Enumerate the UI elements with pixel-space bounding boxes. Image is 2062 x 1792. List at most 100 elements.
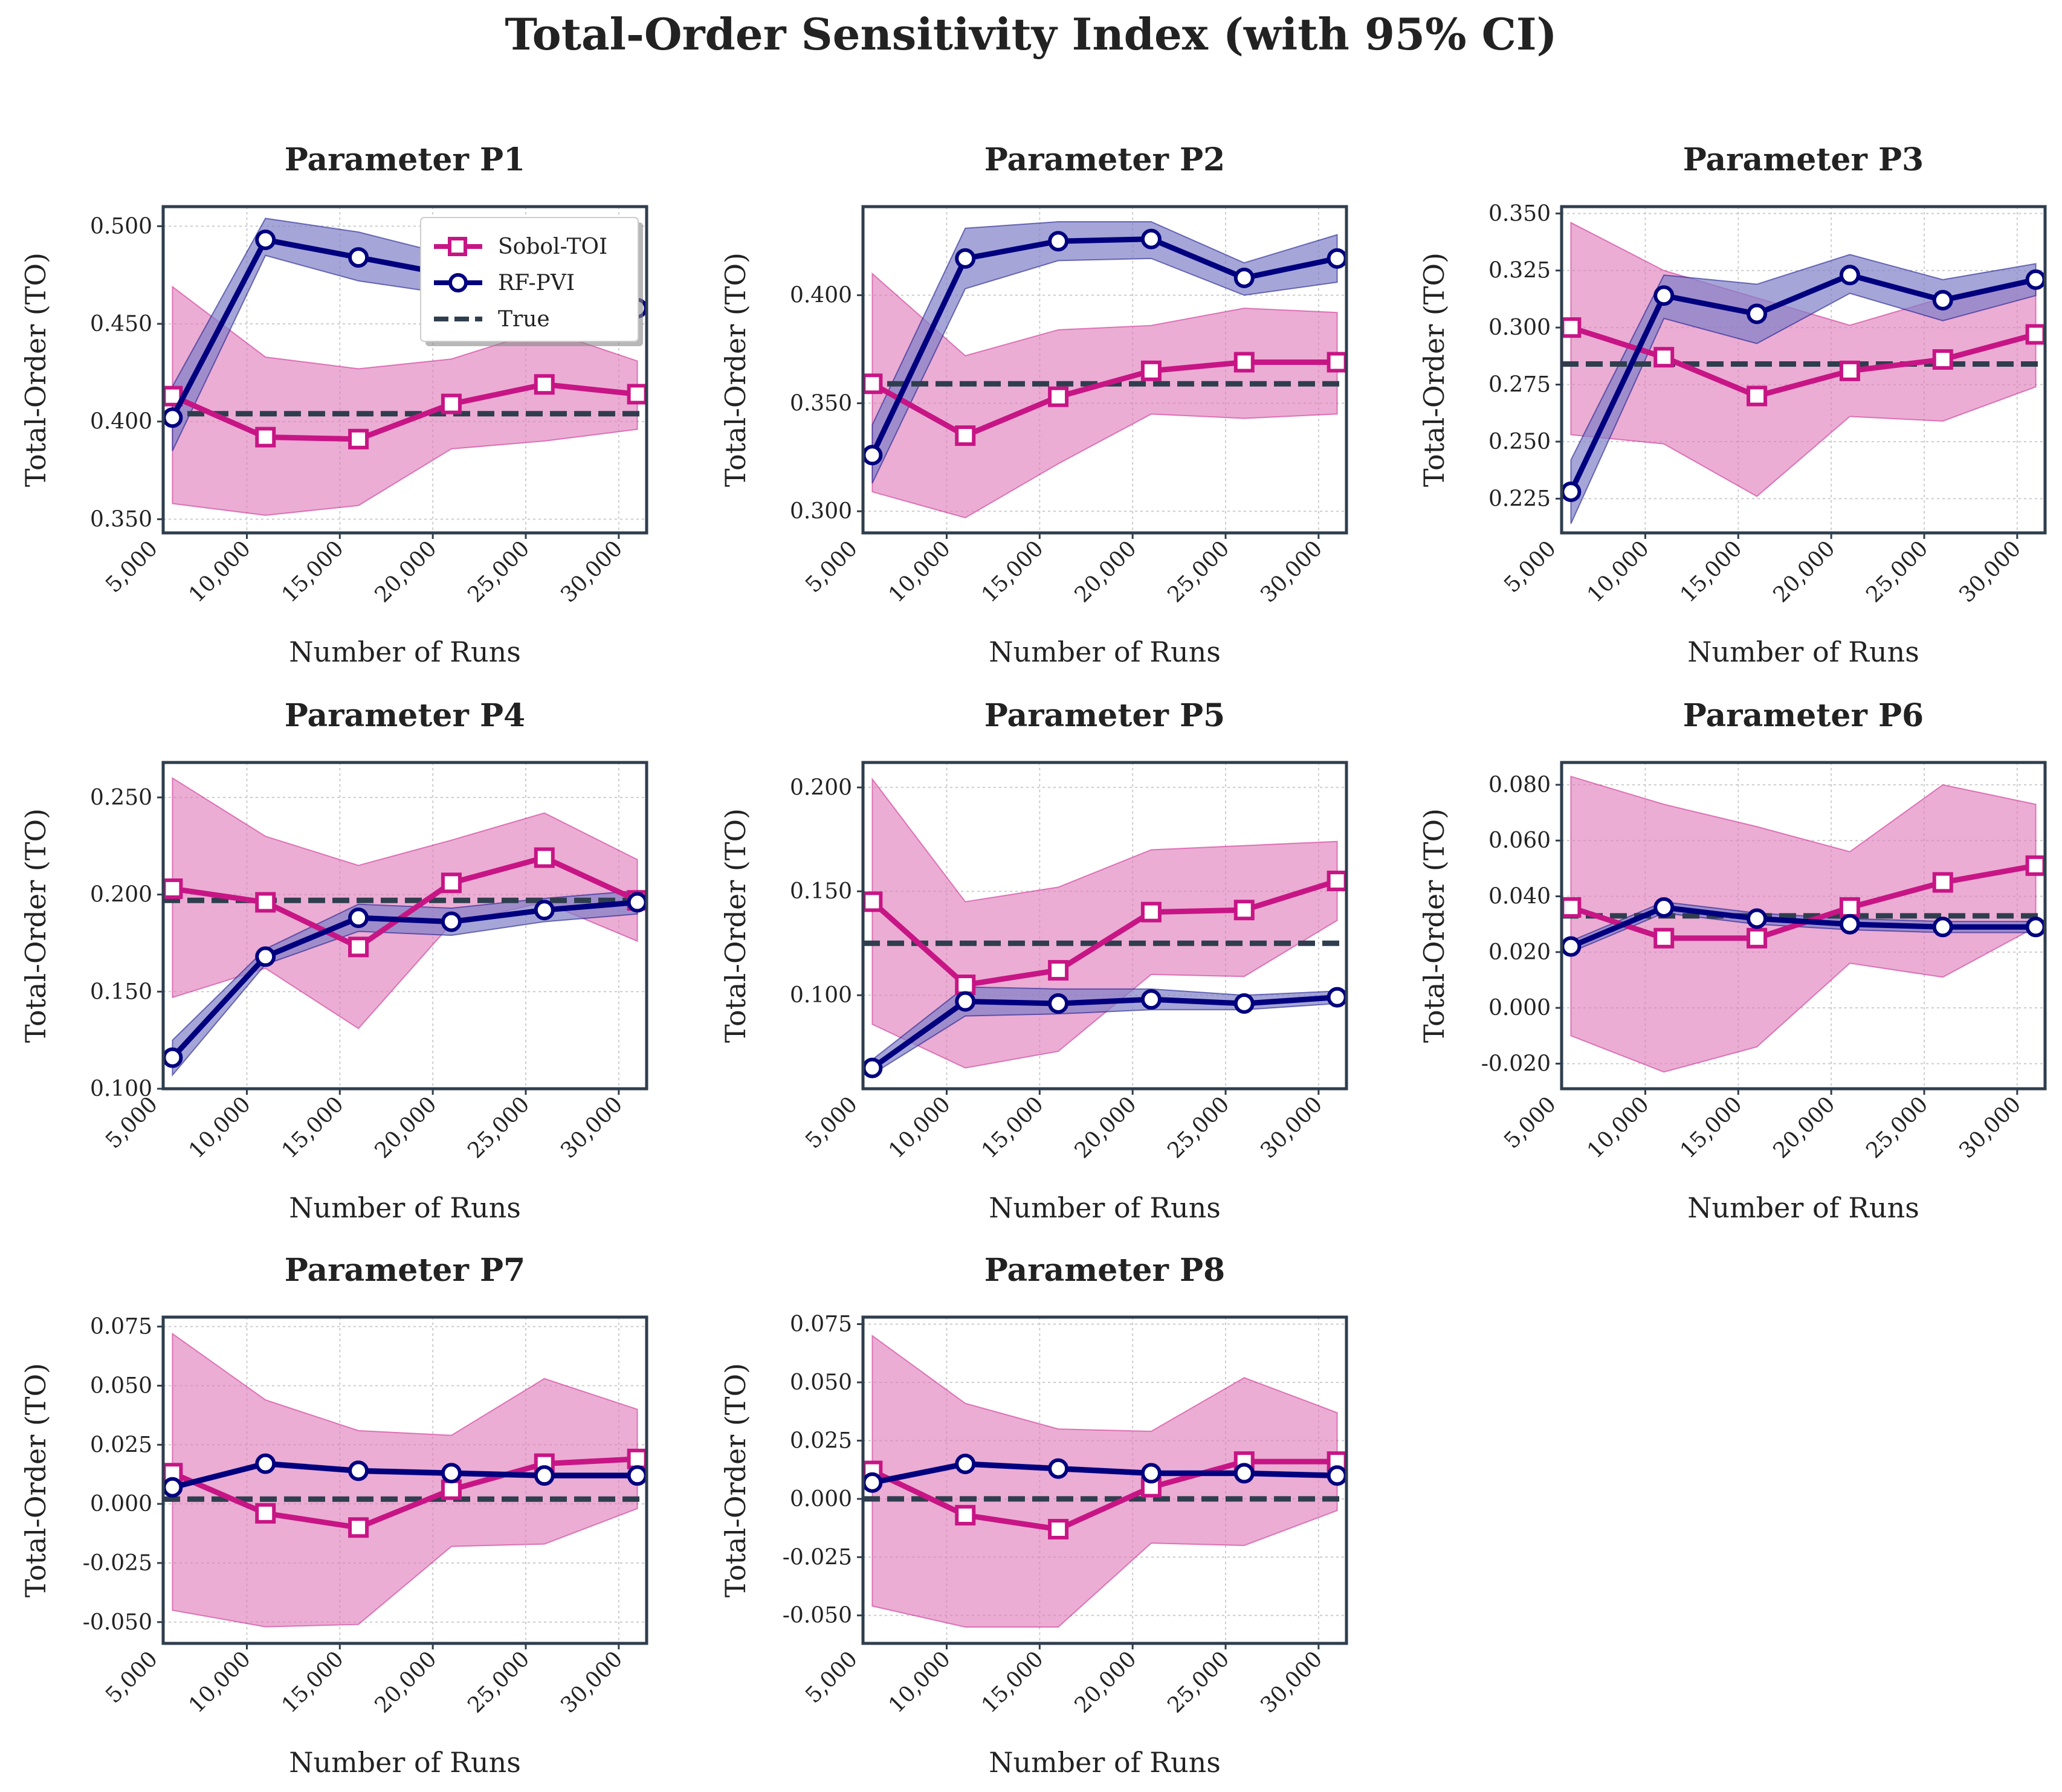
panel-2-rf-point [862, 445, 883, 466]
panel-4-rf-point [441, 911, 462, 932]
panel-1-rf-point [255, 229, 276, 250]
panel-1-y-tick-label: 0.450 [90, 312, 152, 337]
panel-8-rf-point [862, 1472, 883, 1493]
panel-5-rf-point [1140, 989, 1162, 1010]
panel-4-x-axis-label: Number of Runs [289, 1191, 521, 1224]
panel-6-sobol-point [2025, 855, 2046, 876]
panel-8-x-axis-label: Number of Runs [989, 1746, 1221, 1779]
panel-6-y-tick-label: 0.040 [1488, 885, 1551, 909]
panel-5-sobol-line [870, 878, 1338, 988]
panel-7-y-axis-label: Total-Order (TO) [19, 1363, 52, 1597]
panel-3-y-axis-label: Total-Order (TO) [1418, 253, 1450, 487]
panel-7-y-tick-label: -0.025 [83, 1551, 152, 1576]
panel-7-y-tick-label: 0.075 [90, 1315, 152, 1339]
panel-3-rf-ci-band [1570, 254, 2037, 524]
panel-7-sobol-point [441, 1479, 462, 1500]
panel-1-rf-point [162, 407, 183, 428]
legend-label-true: True [498, 307, 550, 332]
panel-3-y-tick-label: 0.275 [1488, 373, 1551, 398]
panel-3-rf-point [2025, 269, 2046, 290]
panel-5-sobol-point [955, 975, 976, 996]
panel-8-rf-line [871, 1461, 1337, 1486]
panel-8-rf-point [955, 1454, 976, 1474]
panel-5-x-axis-label: Number of Runs [989, 1191, 1221, 1224]
panel-4-y-tick-label: 0.250 [90, 785, 152, 810]
panel-8-rf-point [1327, 1465, 1348, 1486]
panel-4-sobol-ci-band [172, 776, 638, 1030]
panel-8-sobol-line [871, 1458, 1337, 1532]
panel-1-sobol-point [255, 427, 276, 448]
panel-5-y-axis-label: Total-Order (TO) [719, 808, 752, 1043]
panel-4-y-axis-label: Total-Order (TO) [19, 808, 52, 1043]
panel-2-y-axis-label: Total-Order (TO) [719, 253, 752, 487]
panel-7-sobol-point [348, 1517, 369, 1538]
panel-5-rf-point [1048, 993, 1069, 1014]
panel-4-title: Parameter P4 [285, 697, 525, 734]
panel-2-sobol-point [1140, 360, 1162, 381]
panel-7-title: Parameter P7 [285, 1252, 525, 1289]
panel-6-y-tick-label: -0.020 [1481, 1051, 1551, 1076]
panel-2-rf-point [1327, 248, 1348, 269]
panel-3-axes-frame [1560, 205, 2047, 535]
panel-5-axes-frame [861, 761, 1348, 1091]
panel-6-rf-point [1653, 897, 1675, 918]
panel-1-sobol-point [348, 428, 369, 450]
panel-8-rf-point [1048, 1458, 1069, 1479]
panel-7-rf-point [627, 1465, 648, 1486]
panel-5-sobol-point [1048, 959, 1069, 981]
panel-7-rf-line [172, 1461, 638, 1491]
panel-4-rf-point [348, 907, 369, 929]
panel-4-sobol-point [255, 892, 276, 913]
panel-6-y-tick-label: 0.080 [1488, 773, 1551, 798]
panel-4-rf-point [162, 1047, 183, 1068]
panel-1-sobol-line [171, 381, 638, 442]
panel-3-rf-line [1568, 272, 2037, 493]
panel-3-sobol-point [1839, 360, 1860, 381]
panel-2-sobol-point [955, 425, 976, 446]
panel-3-sobol-point [1560, 317, 1582, 338]
legend-sobol-swatch-marker [448, 237, 467, 256]
panel-4-rf-point [534, 900, 555, 921]
panel-8-y-tick-label: 0.000 [790, 1487, 852, 1512]
panel-3-y-tick-label: 0.300 [1488, 315, 1551, 340]
panel-7-rf-point [348, 1460, 369, 1481]
panel-1-y-tick-label: 0.400 [90, 410, 152, 434]
legend-label-sobol: Sobol-TOI [498, 234, 607, 259]
panel-5-rf-line [870, 994, 1337, 1071]
panel-5-sobol-point [1140, 901, 1162, 923]
panel-4-y-tick-label: 0.150 [90, 979, 152, 1004]
panel-3-sobol-point [1653, 347, 1675, 368]
panel-6-rf-point [1747, 908, 1768, 929]
panel-7-x-axis-label: Number of Runs [289, 1746, 521, 1779]
panel-3-x-axis-label: Number of Runs [1687, 636, 1919, 668]
panel-1-sobol-point [441, 393, 462, 414]
panel-6-y-axis-label: Total-Order (TO) [1418, 808, 1450, 1043]
panel-8-rf-point [1233, 1463, 1255, 1484]
panel-2-y-tick-label: 0.300 [790, 499, 852, 524]
panel-7-rf-point [255, 1453, 276, 1474]
panel-2-sobol-line [871, 359, 1337, 439]
panel-8-y-tick-label: 0.025 [790, 1428, 852, 1453]
panel-3-y-tick-label: 0.350 [1488, 201, 1551, 226]
panel-3-sobol-line [1570, 324, 2037, 399]
panel-8-y-tick-label: 0.075 [790, 1312, 852, 1337]
panel-7-y-tick-label: 0.050 [90, 1373, 152, 1398]
panel-6-rf-point [1560, 936, 1582, 957]
panel-1-title: Parameter P1 [285, 141, 525, 178]
panel-6-rf-line [1569, 904, 2036, 949]
panel-7-axes-frame [161, 1315, 648, 1645]
panel-2-axes-frame [861, 205, 1348, 535]
panel-6-rf-point [1839, 914, 1860, 935]
panel-1-y-axis-label: Total-Order (TO) [19, 253, 52, 487]
panel-4-sobol-point [534, 847, 555, 868]
panel-3-sobol-point [1747, 385, 1768, 407]
panel-3-sobol-point [2025, 324, 2046, 345]
panel-4-y-tick-label: 0.100 [90, 1077, 152, 1101]
panel-4-axes-frame [161, 761, 648, 1091]
panel-7-y-tick-label: -0.050 [83, 1610, 152, 1635]
panel-8-rf-point [1140, 1463, 1162, 1484]
